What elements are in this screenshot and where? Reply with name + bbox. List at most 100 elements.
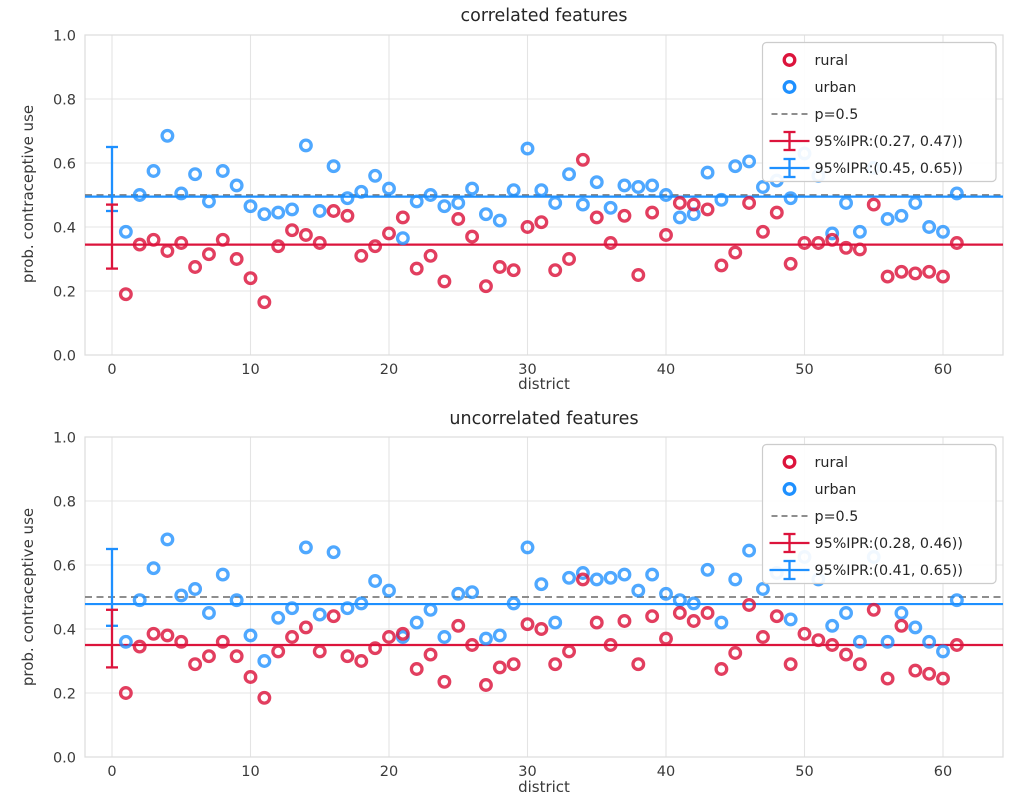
scatter-point-urban	[118, 224, 133, 239]
scatter-point-rural	[769, 609, 784, 624]
scatter-point-rural	[659, 631, 673, 646]
scatter-point-urban	[728, 159, 743, 174]
legend-label: rural	[815, 455, 849, 471]
scatter-point-urban	[285, 601, 300, 616]
legend-label: 95%IPR:(0.45, 0.65))	[815, 161, 963, 177]
scatter-point-urban	[340, 191, 355, 206]
scatter-point-rural	[811, 633, 826, 648]
x-tick-label: 50	[795, 764, 813, 780]
bottom-y-axis-label: prob. contraceptive use	[19, 507, 37, 687]
scatter-point-urban	[465, 585, 480, 600]
scatter-point-rural	[243, 670, 258, 684]
legend-label: urban	[815, 482, 857, 498]
scatter-point-urban	[395, 231, 410, 246]
scatter-point-urban	[700, 562, 715, 577]
scatter-point-rural	[631, 268, 646, 282]
scatter-point-rural	[922, 666, 937, 681]
scatter-point-rural	[936, 671, 950, 686]
scatter-point-urban	[852, 224, 867, 239]
scatter-point-urban	[174, 588, 189, 603]
urban-points	[118, 532, 964, 668]
scatter-point-urban	[617, 178, 632, 193]
scatter-point-urban	[174, 186, 189, 201]
scatter-point-urban	[382, 583, 396, 598]
scatter-point-rural	[672, 196, 687, 210]
scatter-point-urban	[409, 194, 424, 209]
scatter-point-urban	[742, 543, 757, 558]
scatter-point-rural	[520, 220, 535, 234]
scatter-point-rural	[949, 638, 964, 652]
x-tick-label: 20	[380, 362, 398, 378]
scatter-point-rural	[423, 647, 438, 662]
scatter-point-rural	[839, 240, 854, 255]
scatter-point-rural	[215, 232, 230, 247]
scatter-point-urban	[839, 196, 854, 210]
scatter-point-rural	[271, 239, 286, 254]
rural-ipr-errorbar	[106, 608, 118, 669]
scatter-point-urban	[783, 191, 798, 206]
legend-box	[761, 41, 997, 183]
scatter-point-rural	[492, 260, 507, 274]
scatter-point-urban	[728, 572, 743, 587]
scatter-point-urban	[686, 596, 701, 611]
x-tick-label: 60	[934, 362, 952, 378]
x-tick-label: 30	[518, 362, 536, 378]
scatter-point-rural	[839, 647, 854, 662]
scatter-point-urban	[257, 207, 272, 222]
scatter-point-rural	[395, 210, 410, 225]
top-chart: 0.0 0.2 0.4 0.6 0.8 1.0 0 10 20 30 40 50 60 rural urba…	[53, 29, 1004, 378]
scatter-point-rural	[728, 646, 743, 660]
scatter-point-rural	[229, 252, 244, 266]
legend-label: 95%IPR:(0.28, 0.46))	[815, 536, 963, 552]
scatter-point-urban	[340, 601, 355, 616]
scatter-point-urban	[783, 612, 798, 627]
scatter-point-urban	[354, 184, 369, 199]
scatter-point-rural	[285, 223, 300, 238]
scatter-point-rural	[880, 671, 895, 686]
scatter-point-rural	[451, 212, 466, 226]
scatter-point-rural	[866, 197, 881, 212]
scatter-point-urban	[451, 196, 466, 210]
x-tick-label: 40	[657, 362, 675, 378]
scatter-point-rural	[451, 618, 466, 633]
scatter-point-rural	[548, 657, 563, 672]
scatter-point-urban	[492, 628, 507, 643]
scatter-point-rural	[132, 639, 147, 654]
y-tick-label: 0.2	[53, 687, 76, 703]
scatter-point-urban	[423, 188, 438, 202]
scatter-point-rural	[409, 261, 424, 276]
scatter-point-urban	[548, 196, 563, 210]
scatter-point-urban	[562, 167, 577, 182]
scatter-point-urban	[492, 213, 507, 228]
scatter-point-urban	[672, 210, 687, 225]
scatter-point-urban	[949, 593, 964, 608]
scatter-point-rural	[146, 232, 161, 247]
scatter-point-rural	[603, 236, 618, 250]
scatter-point-rural	[562, 644, 577, 659]
scatter-point-urban	[756, 582, 770, 596]
scatter-point-rural	[825, 232, 840, 247]
scatter-point-rural	[575, 572, 590, 587]
y-tick-label: 0.8	[53, 93, 76, 109]
scatter-point-urban	[949, 186, 964, 201]
scatter-point-rural	[645, 609, 660, 624]
scatter-point-urban	[575, 197, 590, 212]
bottom-chart: 0.0 0.2 0.4 0.6 0.8 1.0 0 10 20 30 40 50 60 rural urba…	[53, 431, 1004, 780]
scatter-point-rural	[742, 598, 757, 612]
scatter-point-rural	[825, 638, 840, 652]
rural-legend-marker	[782, 53, 797, 67]
scatter-point-rural	[908, 663, 923, 678]
scatter-point-urban	[534, 183, 549, 198]
legend-box	[761, 443, 997, 585]
scatter-point-urban	[506, 183, 521, 198]
scatter-point-urban	[312, 607, 327, 622]
scatter-point-rural	[811, 236, 826, 250]
y-tick-label: 0.4	[53, 221, 76, 237]
scatter-point-urban	[423, 602, 438, 617]
legend-label: 95%IPR:(0.27, 0.47))	[815, 134, 963, 150]
scatter-point-rural	[714, 662, 729, 676]
scatter-point-urban	[243, 199, 258, 214]
scatter-point-rural	[866, 602, 881, 617]
scatter-point-rural	[589, 615, 604, 630]
scatter-point-rural	[714, 258, 729, 273]
